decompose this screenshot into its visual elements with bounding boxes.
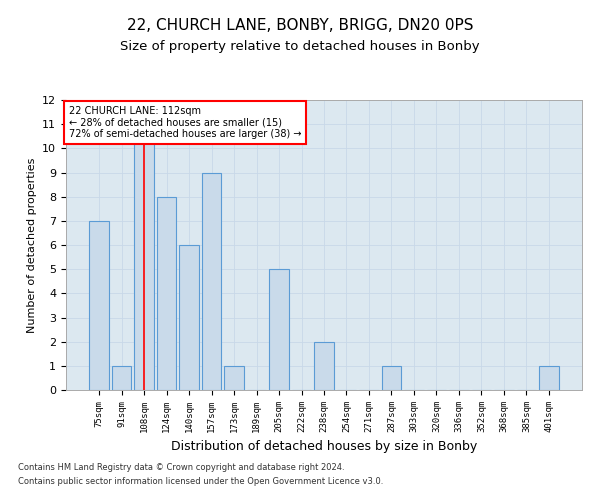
Bar <box>179 245 199 390</box>
Bar <box>269 269 289 390</box>
Bar <box>134 100 154 390</box>
Text: Contains public sector information licensed under the Open Government Licence v3: Contains public sector information licen… <box>18 477 383 486</box>
Text: 22 CHURCH LANE: 112sqm
← 28% of detached houses are smaller (15)
72% of semi-det: 22 CHURCH LANE: 112sqm ← 28% of detached… <box>68 106 301 139</box>
Bar <box>224 366 244 390</box>
X-axis label: Distribution of detached houses by size in Bonby: Distribution of detached houses by size … <box>171 440 477 454</box>
Bar <box>112 366 131 390</box>
Bar <box>539 366 559 390</box>
Bar <box>382 366 401 390</box>
Text: Size of property relative to detached houses in Bonby: Size of property relative to detached ho… <box>120 40 480 53</box>
Bar <box>202 172 221 390</box>
Y-axis label: Number of detached properties: Number of detached properties <box>26 158 37 332</box>
Text: 22, CHURCH LANE, BONBY, BRIGG, DN20 0PS: 22, CHURCH LANE, BONBY, BRIGG, DN20 0PS <box>127 18 473 32</box>
Bar <box>157 196 176 390</box>
Text: Contains HM Land Registry data © Crown copyright and database right 2024.: Contains HM Land Registry data © Crown c… <box>18 464 344 472</box>
Bar <box>314 342 334 390</box>
Bar <box>89 221 109 390</box>
